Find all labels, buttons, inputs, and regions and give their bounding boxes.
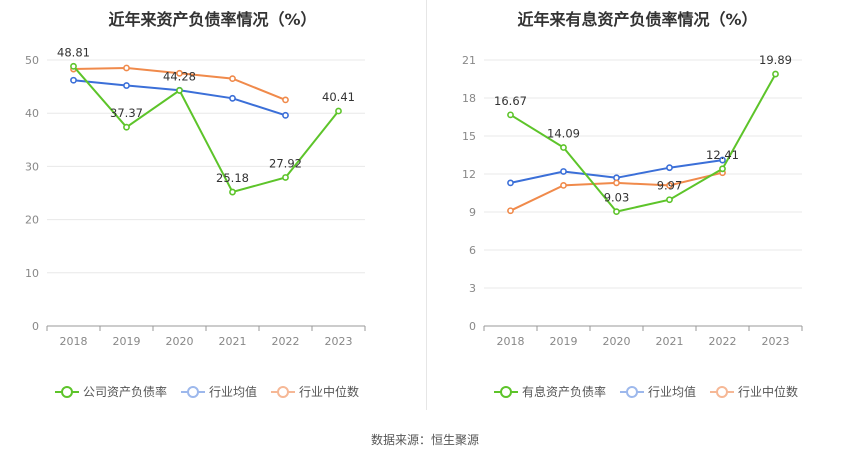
data-point [719, 156, 726, 164]
chart-title-interest-debt-ratio: 近年来有息资产负债率情况（%） [517, 10, 758, 29]
data-point [176, 69, 183, 77]
data-point [282, 111, 289, 119]
y-tick-label: 10 [25, 267, 39, 280]
legend-label: 公司资产负债率 [83, 385, 168, 399]
data-label: 14.09 [547, 127, 580, 141]
y-tick-label: 40 [25, 107, 39, 120]
x-tick-label: 2020 [166, 335, 194, 348]
data-point [719, 165, 726, 173]
legend-label: 行业中位数 [738, 385, 799, 399]
y-tick-label: 30 [25, 160, 39, 173]
legend-item-industry-median[interactable]: 行业中位数 [271, 383, 359, 400]
data-point [123, 123, 130, 131]
data-label: 25.18 [216, 171, 249, 185]
data-label: 19.89 [759, 53, 792, 67]
blue-line-marker-icon [620, 385, 645, 399]
data-label: 9.97 [657, 179, 683, 193]
legend-item-company[interactable]: 有息资产负债率 [494, 383, 606, 400]
series-line-0 [509, 73, 777, 213]
chart-title-debt-ratio: 近年来资产负债率情况（%） [108, 10, 317, 29]
x-tick-label: 2023 [325, 335, 353, 348]
data-point [613, 179, 620, 187]
legend-item-company[interactable]: 公司资产负债率 [55, 383, 167, 400]
data-point [123, 82, 130, 89]
data-point [666, 181, 673, 189]
legend-label: 行业均值 [648, 385, 697, 399]
data-point [560, 181, 567, 189]
y-tick-label: 15 [462, 130, 476, 143]
orange-line-marker-icon [271, 385, 296, 399]
x-tick-label: 2022 [709, 335, 737, 348]
data-point [507, 179, 514, 187]
data-label: 9.03 [604, 191, 630, 205]
y-tick-label: 50 [25, 54, 39, 67]
data-source-note: 数据来源：恒生聚源 [370, 433, 479, 447]
legend-interest-debt-ratio: 有息资产负债率 行业均值 行业中位数 [494, 383, 798, 400]
y-tick-label: 18 [462, 92, 476, 105]
data-point [560, 168, 567, 175]
green-line-marker-icon [494, 385, 518, 399]
y-tick-label: 0 [469, 320, 476, 333]
blue-line-marker-icon [181, 385, 206, 399]
data-point [507, 207, 514, 215]
data-label: 37.37 [110, 106, 143, 120]
data-point [70, 62, 77, 70]
data-label: 40.41 [322, 90, 355, 104]
legend-item-industry-median[interactable]: 行业中位数 [710, 383, 798, 400]
series-line-0 [72, 65, 340, 194]
x-tick-label: 2018 [60, 335, 88, 348]
x-tick-label: 2019 [113, 335, 141, 348]
interest-debt-ratio-chart: 0 3 6 9 12 15 18 21 2018 2019 2020 2021 2022 2023 16.6… [462, 53, 803, 348]
data-label: 27.92 [269, 156, 302, 170]
x-tick-label: 2022 [272, 335, 300, 348]
x-tick-label: 2018 [497, 335, 525, 348]
legend-label: 有息资产负债率 [522, 385, 607, 399]
y-tick-label: 9 [469, 206, 476, 219]
data-label: 12.41 [706, 148, 739, 162]
data-point [772, 70, 779, 78]
data-label: 48.81 [57, 45, 90, 59]
data-point [613, 208, 620, 216]
x-tick-label: 2021 [219, 335, 247, 348]
data-point [666, 196, 673, 204]
y-tick-label: 6 [469, 244, 476, 257]
y-tick-label: 12 [462, 168, 476, 181]
green-line-marker-icon [55, 385, 79, 399]
y-tick-label: 3 [469, 282, 476, 295]
data-point [229, 188, 236, 196]
legend-label: 行业均值 [209, 385, 258, 399]
y-tick-label: 21 [462, 54, 476, 67]
data-point [229, 75, 236, 83]
data-point [560, 144, 567, 151]
legend-item-industry-mean[interactable]: 行业均值 [181, 383, 257, 400]
data-point [507, 111, 514, 119]
data-point [123, 64, 130, 72]
legend-label: 行业中位数 [299, 385, 360, 399]
y-tick-label: 0 [32, 320, 39, 333]
data-point [229, 94, 236, 102]
data-point [70, 76, 77, 84]
data-point [176, 87, 183, 94]
x-tick-label: 2023 [762, 335, 790, 348]
x-tick-label: 2021 [656, 335, 684, 348]
data-label: 44.28 [163, 69, 196, 83]
data-point [666, 164, 673, 172]
legend-debt-ratio: 公司资产负债率 行业均值 行业中位数 [55, 383, 359, 400]
data-point [282, 96, 289, 104]
panel-divider [426, 0, 427, 410]
y-tick-label: 20 [25, 214, 39, 227]
data-point [282, 174, 289, 181]
data-point [335, 107, 342, 115]
data-label: 16.67 [494, 94, 527, 108]
legend-item-industry-mean[interactable]: 行业均值 [620, 383, 696, 400]
orange-line-marker-icon [710, 385, 735, 399]
debt-ratio-chart: 0 10 20 30 40 50 2018 2019 2020 2021 2022 2023 48.81… [25, 45, 366, 348]
x-tick-label: 2020 [603, 335, 631, 348]
x-tick-label: 2019 [550, 335, 578, 348]
